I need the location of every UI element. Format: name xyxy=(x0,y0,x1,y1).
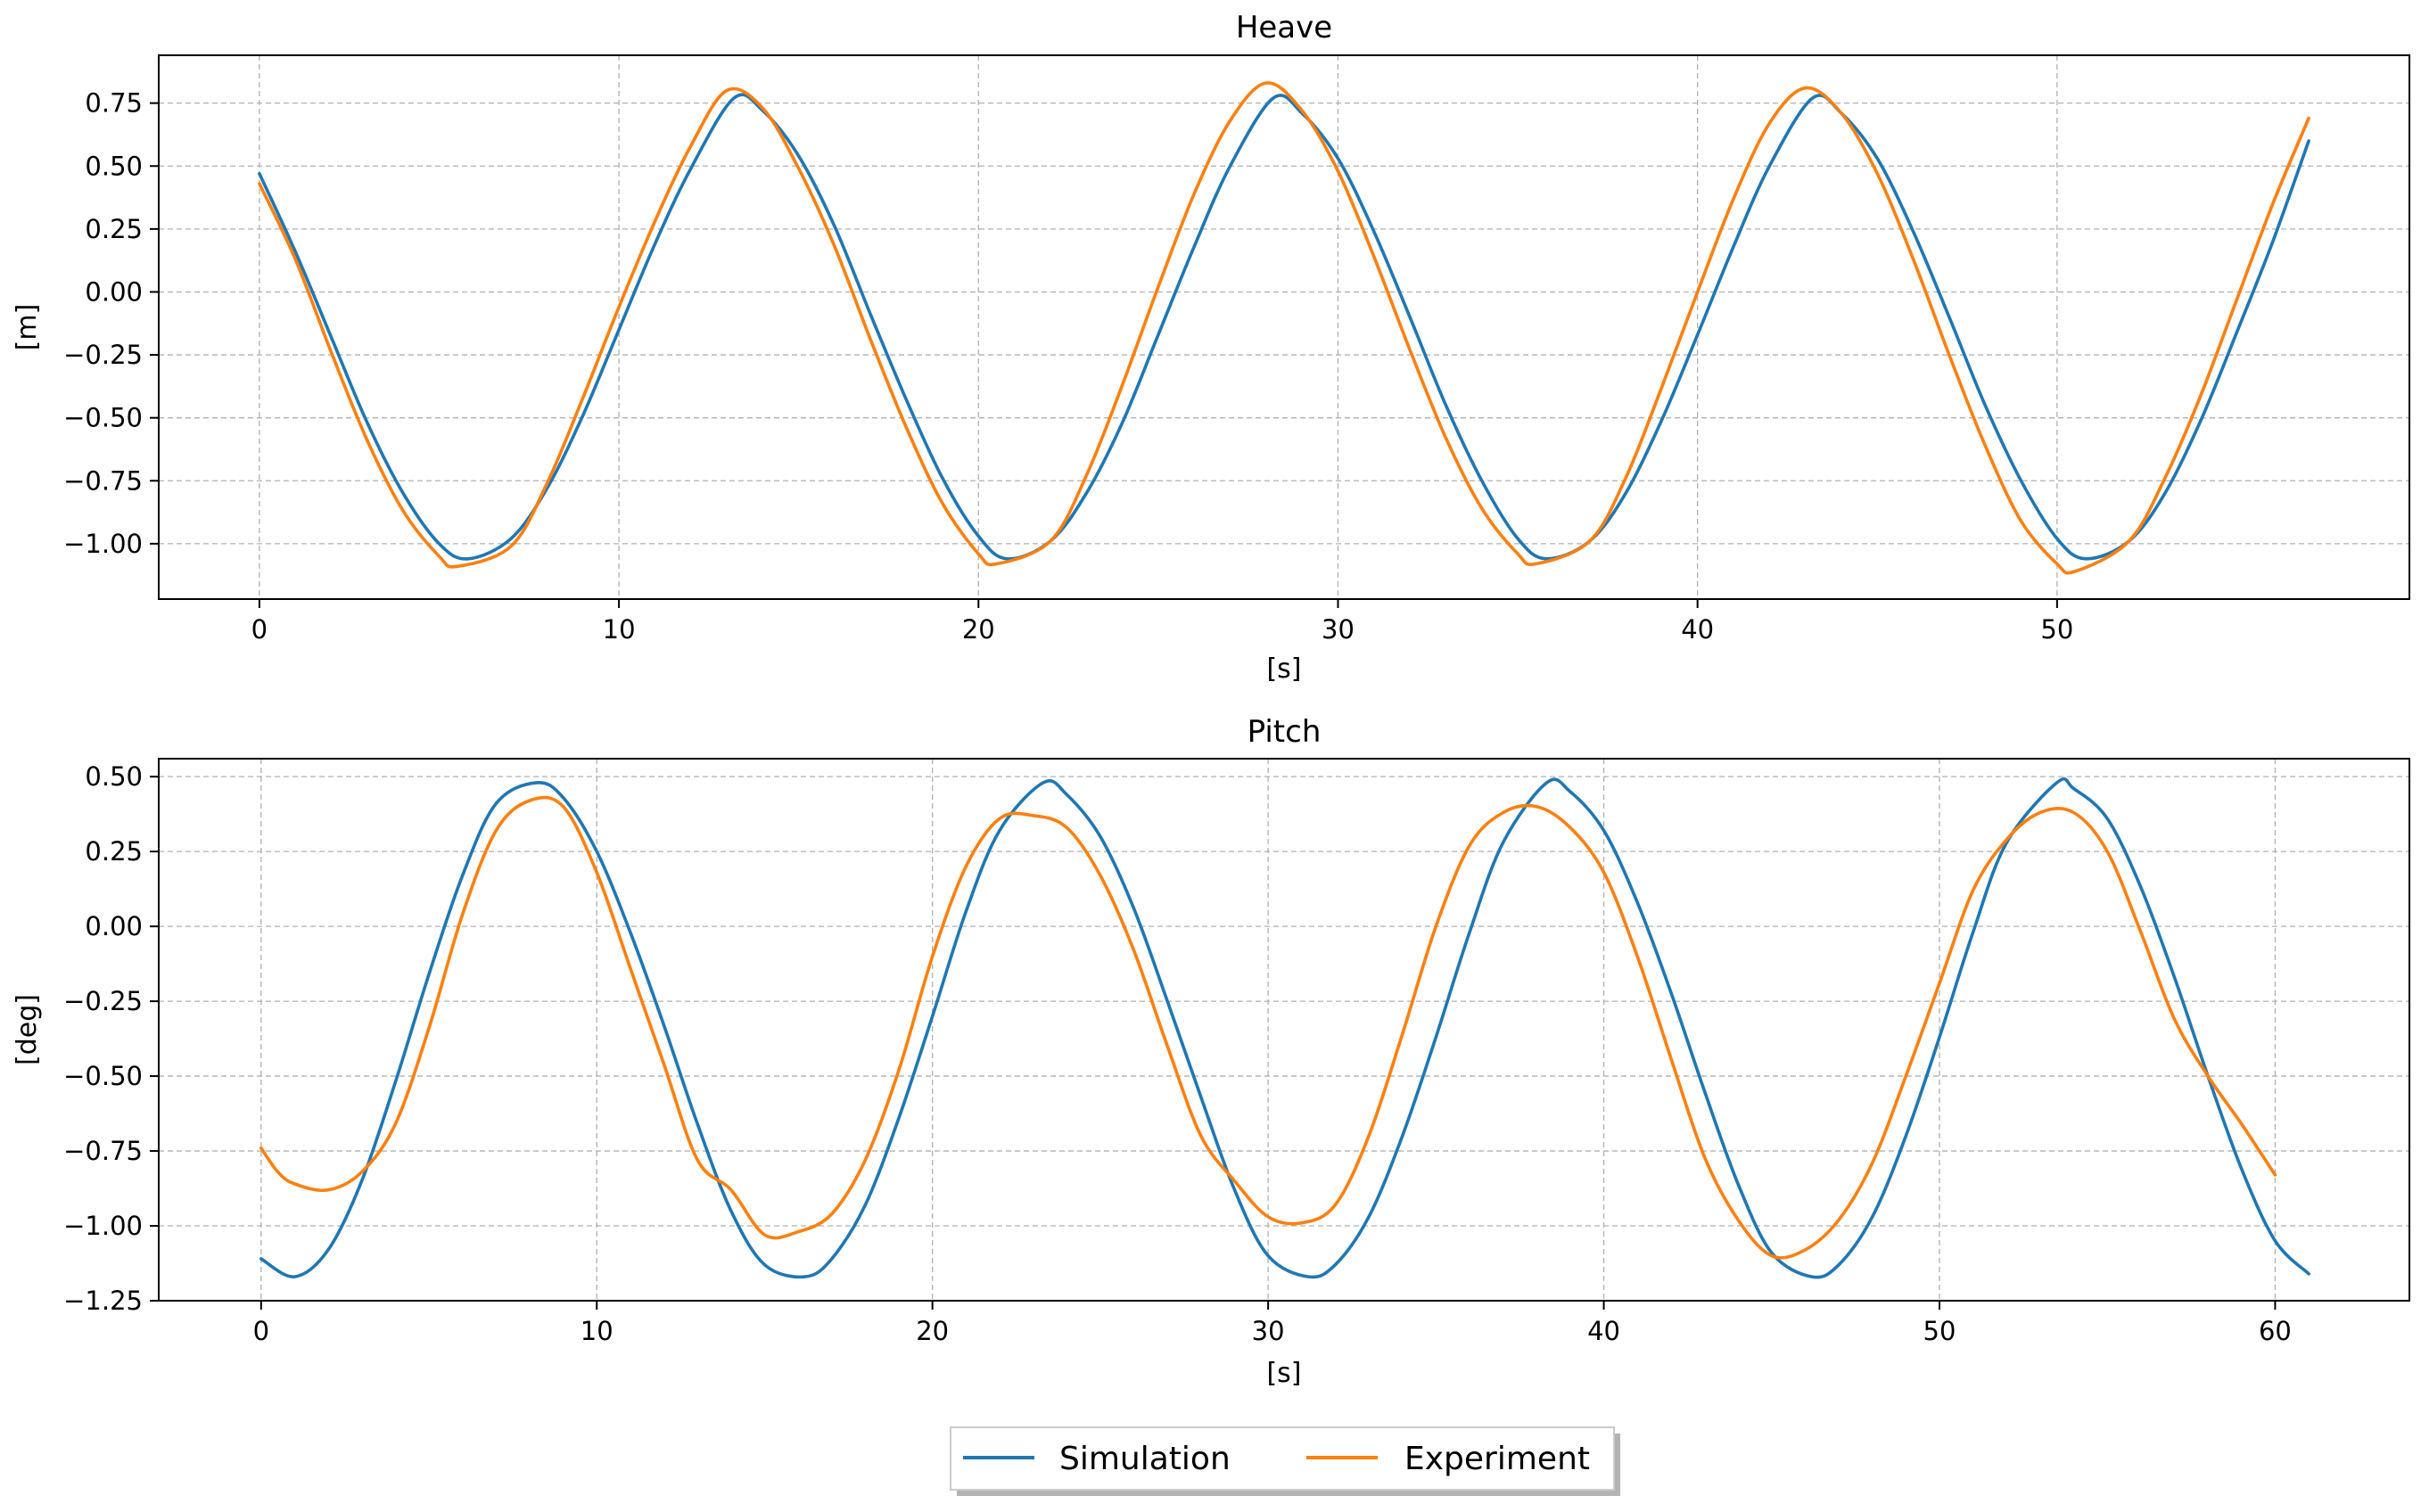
pitch-axes-frame xyxy=(158,758,2410,1302)
heave-ytick-label: 0.50 xyxy=(85,151,143,181)
heave-ytick-label: −0.75 xyxy=(63,465,143,496)
heave-experiment-line xyxy=(258,81,2310,575)
pitch-experiment-line xyxy=(259,795,2277,1260)
pitch-xtick-label: 20 xyxy=(916,1316,949,1346)
heave-xtick-label: 0 xyxy=(251,614,268,645)
pitch-xtick-label: 0 xyxy=(253,1316,269,1346)
pitch-simulation-line xyxy=(259,777,2310,1279)
legend-label-simulation: Simulation xyxy=(1059,1441,1231,1477)
pitch-ytick-label: 0.00 xyxy=(85,911,143,941)
pitch-ytick-label: −0.75 xyxy=(63,1136,143,1166)
heave-ytick-label: −1.00 xyxy=(63,529,143,559)
heave-ylabel: [m] xyxy=(12,304,43,351)
heave-xtick-label: 20 xyxy=(962,614,995,645)
heave-xtick-label: 10 xyxy=(603,614,636,645)
pitch-xtick-label: 30 xyxy=(1252,1316,1285,1346)
heave-ticks: 0 10 20 30 40 50 −1.00 −0.75 −0.50 −0.25 0.00 0.25 0… xyxy=(63,88,2073,645)
heave-axes-frame xyxy=(158,54,2410,600)
legend: Simulation Experiment xyxy=(950,1426,1620,1496)
pitch-plot: Pitch 0 10 20 30 40 50 60 −1.25 −1.00 −0.75 −0.50 −… xyxy=(12,714,2410,1389)
heave-plot: Heave 0 10 20 30 40 50 −1.00 −0.75 −0.50 −0.25 0.0… xyxy=(12,10,2410,685)
legend-label-experiment: Experiment xyxy=(1404,1441,1590,1477)
legend-box xyxy=(950,1426,1615,1491)
pitch-series xyxy=(259,777,2310,1279)
pitch-xlabel: [s] xyxy=(1266,1358,1301,1389)
pitch-xtick-label: 60 xyxy=(2259,1316,2292,1346)
pitch-ytick-label: −1.25 xyxy=(63,1286,143,1316)
heave-title: Heave xyxy=(1236,10,1332,45)
heave-ytick-label: −0.25 xyxy=(63,340,143,370)
pitch-title: Pitch xyxy=(1248,714,1322,750)
heave-grid xyxy=(159,55,2409,599)
heave-xlabel: [s] xyxy=(1266,653,1301,685)
pitch-ytick-label: 0.50 xyxy=(85,761,143,792)
heave-xtick-label: 30 xyxy=(1322,614,1355,645)
heave-ytick-label: 0.75 xyxy=(85,88,143,119)
pitch-xtick-label: 40 xyxy=(1587,1316,1620,1346)
heave-xtick-label: 40 xyxy=(1681,614,1714,645)
pitch-ytick-label: 0.25 xyxy=(85,836,143,867)
pitch-ytick-label: −1.00 xyxy=(63,1211,143,1241)
pitch-ytick-label: −0.50 xyxy=(63,1061,143,1091)
heave-ytick-label: 0.25 xyxy=(85,214,143,244)
pitch-xtick-label: 50 xyxy=(1923,1316,1956,1346)
heave-series xyxy=(258,81,2310,575)
pitch-ticks: 0 10 20 30 40 50 60 −1.25 −1.00 −0.75 −0.50 −0.25 0.… xyxy=(63,761,2292,1346)
pitch-ytick-label: −0.25 xyxy=(63,986,143,1016)
heave-ytick-label: −0.50 xyxy=(63,403,143,433)
pitch-ylabel: [deg] xyxy=(12,994,43,1065)
heave-ytick-label: 0.00 xyxy=(85,276,143,307)
pitch-xtick-label: 10 xyxy=(581,1316,613,1346)
heave-simulation-line xyxy=(258,93,2310,561)
heave-xtick-label: 50 xyxy=(2040,614,2073,645)
